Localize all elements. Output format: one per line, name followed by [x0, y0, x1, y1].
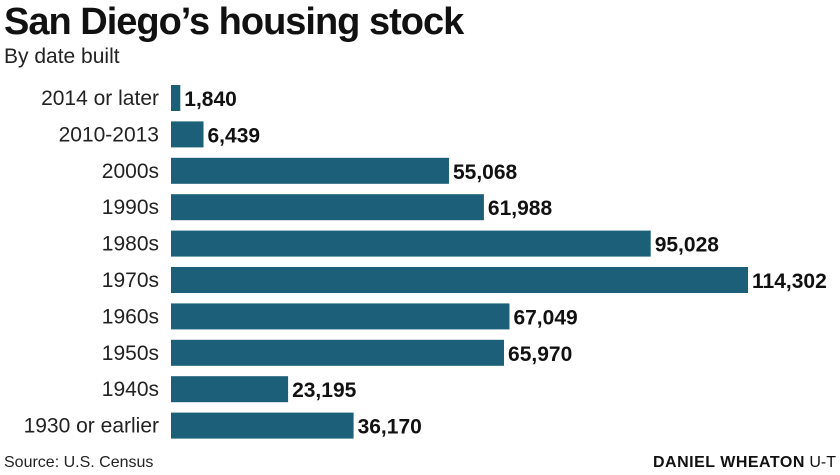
- category-label: 1940s: [102, 378, 159, 401]
- value-label: 114,302: [752, 270, 827, 293]
- byline-name: DANIEL WHEATON: [653, 454, 805, 471]
- bar: [171, 303, 510, 330]
- category-label: 1970s: [102, 269, 159, 292]
- value-label: 61,988: [488, 197, 553, 220]
- bar: [171, 412, 354, 439]
- value-label: 23,195: [292, 379, 357, 402]
- category-label: 1930 or earlier: [24, 415, 159, 438]
- chart-subtitle: By date built: [4, 45, 120, 68]
- bar: [171, 157, 449, 184]
- byline-org: U-T: [809, 454, 836, 471]
- value-label: 55,068: [453, 161, 518, 184]
- bar: [171, 85, 181, 111]
- category-label: 1960s: [102, 305, 159, 328]
- value-label: 65,970: [508, 343, 572, 366]
- category-label: 2000s: [102, 160, 159, 183]
- value-label: 67,049: [513, 306, 577, 329]
- bar: [171, 339, 505, 366]
- bar: [171, 267, 748, 293]
- value-label: 1,840: [184, 88, 237, 111]
- bar: [171, 121, 204, 148]
- category-label: 1980s: [102, 233, 159, 256]
- value-label: 36,170: [358, 416, 422, 439]
- bar: [171, 376, 289, 403]
- value-label: 6,439: [208, 124, 261, 147]
- bar: [171, 194, 484, 221]
- category-label: 1990s: [102, 196, 159, 219]
- source-note: Source: U.S. Census: [4, 454, 154, 471]
- bar: [171, 230, 651, 257]
- byline: DANIEL WHEATON U-T: [653, 453, 836, 473]
- chart-title: San Diego’s housing stock: [4, 1, 464, 43]
- category-label: 2010-2013: [59, 123, 159, 146]
- category-label: 2014 or later: [41, 87, 159, 110]
- category-label: 1950s: [102, 342, 159, 365]
- value-label: 95,028: [655, 234, 720, 257]
